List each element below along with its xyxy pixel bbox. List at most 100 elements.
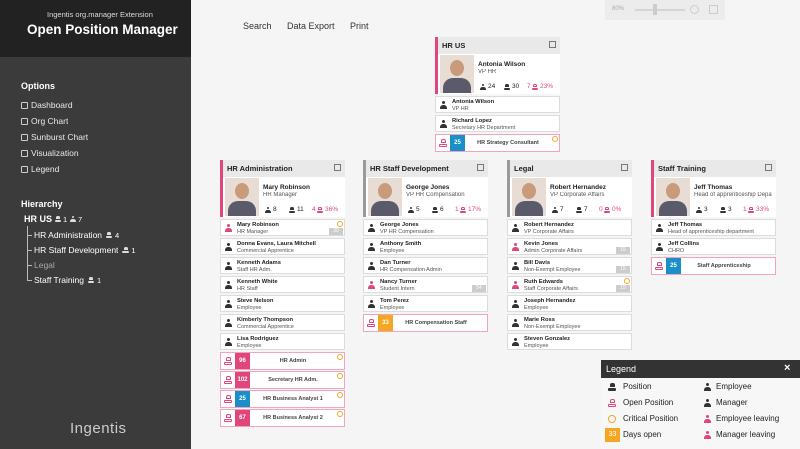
icon-head <box>227 243 230 246</box>
critical-icon <box>624 278 630 284</box>
fit-screen[interactable] <box>709 5 718 14</box>
staff-title: Student Intern <box>380 286 415 292</box>
icon-top <box>656 262 662 266</box>
staff-item[interactable]: Marie Ross Non-Exempt Employee <box>507 314 632 331</box>
open-position-item[interactable]: 25 HR Business Analyst 1 <box>220 390 345 408</box>
tree-employees: 7 <box>78 215 83 224</box>
person-icon <box>512 300 519 308</box>
staff-item[interactable]: Jeff Collins CHRO <box>651 238 776 255</box>
staff-item[interactable]: Joseph Hernandez Employee <box>507 295 632 312</box>
staff-name: Lisa Rodriguez <box>237 336 279 342</box>
open-position-item[interactable]: 25 Staff Apprenticeship <box>651 257 776 275</box>
staff-item[interactable]: Anthony Smith Employee <box>363 238 488 255</box>
staff-item[interactable]: Kenneth White HR Staff <box>220 276 345 293</box>
icon-head <box>370 281 373 284</box>
option-item[interactable]: Legend <box>31 164 60 174</box>
zoom-handle[interactable] <box>653 4 657 15</box>
staff-title: Non-Exempt Employee <box>524 324 581 330</box>
person-icon <box>552 207 558 214</box>
option-item[interactable]: Org Chart <box>31 116 69 126</box>
tree-node[interactable]: HR Staff Development <box>34 245 119 255</box>
icon-head <box>514 262 517 265</box>
option-item[interactable]: Dashboard <box>31 100 73 110</box>
staff-item[interactable]: Kevin Jones Admin Corporate Affairs 15 <box>507 238 632 255</box>
photo-head <box>450 60 464 76</box>
icon-head <box>442 120 445 123</box>
staff-name: Dan Turner <box>380 260 411 266</box>
staff-item[interactable]: Kenneth Adams Staff HR Adm. <box>220 257 345 274</box>
icon-head <box>227 281 230 284</box>
icon-head <box>227 262 230 265</box>
staff-item[interactable]: Mary Robinson HR Manager 30 <box>220 219 345 236</box>
icon-body <box>656 246 663 251</box>
staff-item[interactable]: Ruth Edwards Staff Corporate Affairs 15 <box>507 276 632 293</box>
staff-item[interactable]: Steven Gonzalez Employee <box>507 333 632 350</box>
staff-item[interactable]: Dan Turner HR Compensation Admin <box>363 257 488 274</box>
staff-item[interactable]: Richard Lopez Secretary HR Department <box>435 115 560 132</box>
icon-top <box>290 207 295 210</box>
tree-node[interactable]: Legal <box>34 260 55 270</box>
zoom-slider[interactable] <box>635 9 685 11</box>
staff-item[interactable]: Robert Hernandez VP Corporate Affairs <box>507 219 632 236</box>
unit-menu-icon[interactable] <box>765 164 772 171</box>
staff-item[interactable]: Steve Nelson Employee <box>220 295 345 312</box>
staff-item[interactable]: Tom Perez Employee <box>363 295 488 312</box>
manager-photo <box>512 178 546 216</box>
tree-branch <box>27 250 32 251</box>
stat-open-percent: 36% <box>325 206 339 213</box>
open-position-item[interactable]: 25 HR Strategy Consultant <box>435 134 560 152</box>
person-icon <box>265 207 271 214</box>
icon-base <box>748 210 755 214</box>
legend-close[interactable]: × <box>784 362 791 374</box>
tree-node[interactable]: HR Administration <box>34 230 103 240</box>
stat-open-percent: 33% <box>756 206 770 213</box>
position-icon <box>55 216 62 223</box>
person-icon <box>704 383 711 391</box>
tree-node[interactable]: Staff Training <box>34 275 84 285</box>
icon-body <box>368 284 375 289</box>
option-item[interactable]: Visualization <box>31 148 79 158</box>
staff-item[interactable]: Donna Evans, Laura Mitchell Commercial Ap… <box>220 238 345 255</box>
staff-item[interactable]: Nancy Turner Student Intern 54 <box>363 276 488 293</box>
stat-open: 7 <box>527 83 531 90</box>
icon-body <box>512 227 519 232</box>
open-position-item[interactable]: 33 HR Compensation Staff <box>363 314 488 332</box>
menu-item[interactable]: Print <box>350 21 369 31</box>
stat-open-percent: 23% <box>540 83 554 90</box>
staff-title: Employee <box>237 305 262 311</box>
menu-item[interactable]: Search <box>243 21 272 31</box>
staff-item[interactable]: Lisa Rodriguez Employee <box>220 333 345 350</box>
open-position-item[interactable]: 96 HR Admin <box>220 352 345 370</box>
icon-head <box>706 399 709 402</box>
icon-head <box>266 207 269 210</box>
person-icon <box>225 224 232 232</box>
staff-title: Commercial Apprentice <box>237 248 294 254</box>
option-item[interactable]: Sunburst Chart <box>31 132 89 142</box>
icon-top <box>605 207 610 210</box>
person-icon <box>225 300 232 308</box>
staff-item[interactable]: Jeff Thomas Head of apprenticeship depart… <box>651 219 776 236</box>
extension-name: Ingentis org.manager Extension <box>47 10 153 19</box>
staff-item[interactable]: Bill Davis Non-Exempt Employee 15 <box>507 257 632 274</box>
unit-menu-icon[interactable] <box>621 164 628 171</box>
icon-base <box>720 210 727 214</box>
person-icon <box>512 281 519 289</box>
tree-root[interactable]: HR US <box>24 214 53 224</box>
open-position-item[interactable]: 67 HR Business Analyst 2 <box>220 409 345 427</box>
unit-header: HR Staff Development <box>363 160 488 177</box>
open-position-label: Secretary HR Adm. <box>268 377 318 383</box>
icon-top <box>225 376 231 380</box>
staff-item[interactable]: Antonia Wilson VP HR <box>435 96 560 113</box>
zoom-in[interactable] <box>690 5 699 14</box>
unit-menu-icon[interactable] <box>477 164 484 171</box>
legend-item: Manager leaving <box>716 430 776 439</box>
zoom-control[interactable]: 80% <box>605 0 725 20</box>
icon-body <box>368 303 375 308</box>
staff-item[interactable]: Kimberly Thompson Commercial Apprentice <box>220 314 345 331</box>
unit-menu-icon[interactable] <box>334 164 341 171</box>
unit-menu-icon[interactable] <box>549 41 556 48</box>
stat-employees: 7 <box>560 206 564 213</box>
open-position-item[interactable]: 102 Secretary HR Adm. <box>220 371 345 389</box>
staff-item[interactable]: George Jones VP HR Compensation <box>363 219 488 236</box>
menu-item[interactable]: Data Export <box>287 21 335 31</box>
